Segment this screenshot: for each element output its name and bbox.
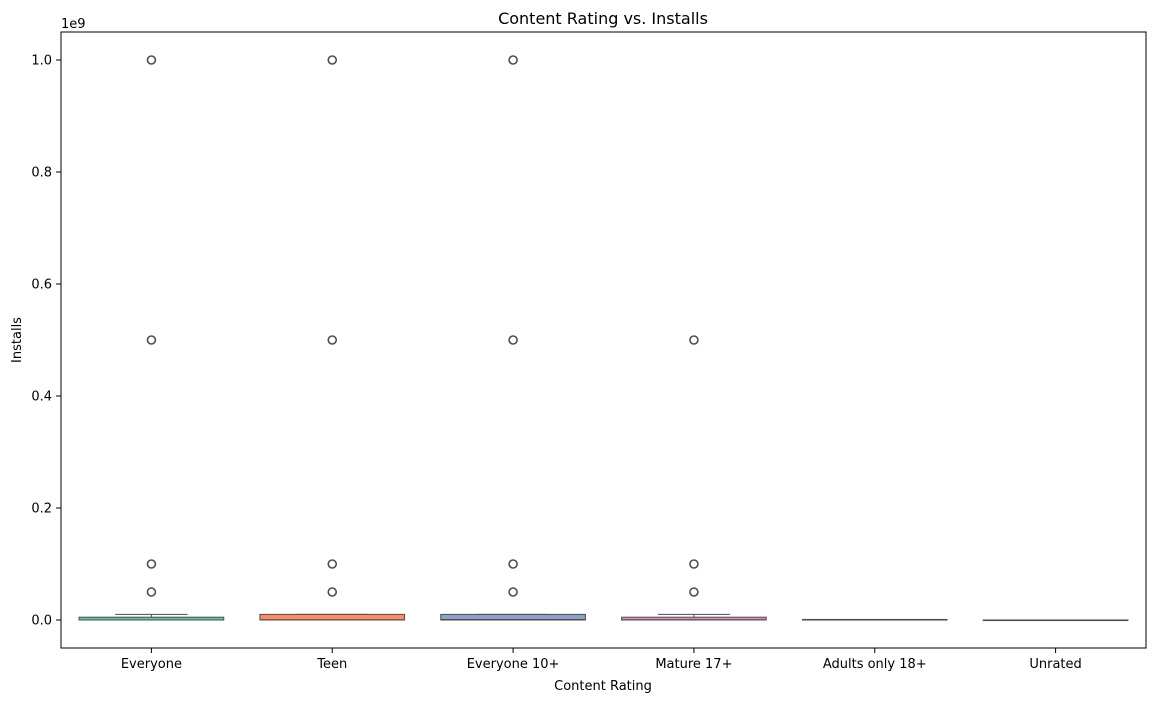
outlier-point	[327, 55, 338, 65]
outlier-point	[327, 559, 338, 569]
y-tick-label: 0.2	[31, 502, 52, 517]
outlier-point	[327, 587, 338, 597]
outlier-point	[689, 335, 699, 345]
box-group-5	[982, 619, 1129, 622]
x-tick-label: Adults only 18+	[823, 657, 927, 672]
box-group-1	[259, 55, 406, 621]
plot-area	[78, 55, 1129, 622]
outlier-point	[327, 335, 338, 345]
outlier-point	[689, 587, 699, 597]
y-axis-label: Installs	[10, 317, 25, 363]
box-group-2	[440, 55, 586, 621]
y-tick-label: 0.4	[31, 390, 52, 405]
x-tick-label: Unrated	[1029, 657, 1081, 672]
outlier-point	[146, 335, 157, 345]
x-tick-label: Mature 17+	[655, 657, 732, 672]
plot-frame	[60, 31, 1147, 649]
y-tick-label: 0.0	[31, 614, 52, 629]
outlier-point	[146, 559, 157, 569]
x-axis-label: Content Rating	[554, 679, 652, 694]
x-tick-label: Everyone 10+	[467, 657, 560, 672]
outlier-point	[508, 55, 518, 65]
outlier-point	[508, 587, 518, 597]
y-tick-label: 1.0	[31, 54, 52, 69]
outlier-point	[508, 559, 518, 569]
y-offset-label: 1e9	[61, 17, 86, 32]
y-tick-label: 0.8	[31, 166, 52, 181]
axes: 0.0 0.2 0.4 0.6 0.8 1.0 Everyone Teen Everyone 1…	[31, 31, 1147, 672]
x-tick-label: Everyone	[121, 657, 182, 672]
box-iqr	[259, 613, 406, 621]
box-group-4	[801, 618, 948, 621]
outlier-point	[146, 55, 157, 65]
outlier-point	[146, 587, 157, 597]
outlier-point	[508, 335, 518, 345]
outlier-point	[689, 559, 699, 569]
y-tick-label: 0.6	[31, 278, 52, 293]
box-iqr	[440, 613, 586, 621]
x-tick-label: Teen	[316, 657, 347, 672]
chart-title: Content Rating vs. Installs	[498, 9, 708, 28]
box-group-3	[621, 335, 767, 621]
box-group-0	[78, 55, 225, 621]
